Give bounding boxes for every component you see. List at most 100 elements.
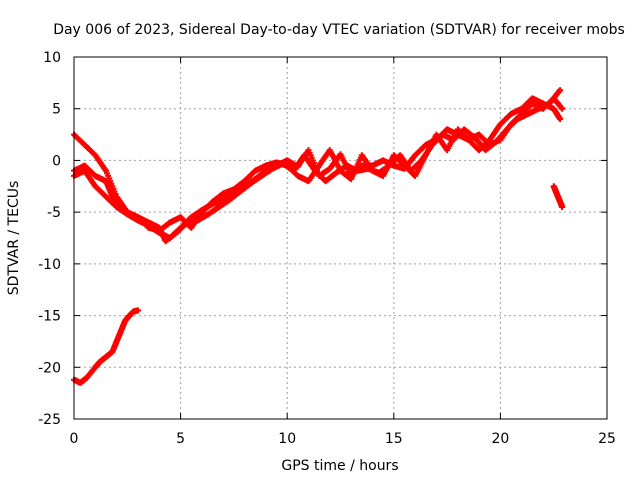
data-point <box>558 117 562 121</box>
data-point <box>488 138 491 141</box>
y-tick-label: -10 <box>38 257 61 273</box>
data-point <box>381 159 385 162</box>
data-point <box>556 195 560 198</box>
data-point <box>111 350 114 353</box>
series-track-e <box>550 183 566 210</box>
data-point <box>83 143 86 147</box>
data-point <box>104 179 108 183</box>
data-point <box>349 177 353 181</box>
data-point <box>249 181 253 185</box>
x-axis-label: GPS time / hours <box>281 458 398 474</box>
data-point <box>494 140 498 144</box>
data-point <box>360 154 364 157</box>
data-point <box>115 340 118 343</box>
data-point <box>175 231 178 235</box>
data-point <box>281 162 285 165</box>
data-point <box>398 154 402 157</box>
data-point <box>196 219 199 222</box>
data-points <box>71 87 566 386</box>
data-point <box>424 143 427 147</box>
data-point <box>473 136 477 139</box>
data-point <box>335 171 338 175</box>
grid <box>74 57 607 419</box>
data-point <box>307 179 310 183</box>
data-point <box>558 88 562 92</box>
y-tick-label: 0 <box>52 153 61 169</box>
data-point <box>217 205 221 209</box>
data-point <box>104 195 108 198</box>
data-point <box>222 192 225 195</box>
y-tick-label: 10 <box>43 50 61 66</box>
x-tick-label: 5 <box>176 431 185 447</box>
y-axis-label: SDTVAR / TECUs <box>6 181 22 296</box>
data-point <box>94 154 97 157</box>
data-point <box>207 213 210 216</box>
data-point <box>83 169 86 172</box>
data-point <box>286 159 289 162</box>
series-track-d <box>71 307 141 386</box>
data-point <box>296 174 300 178</box>
data-point <box>136 309 140 312</box>
x-tick-label: 10 <box>278 431 296 447</box>
data-point <box>85 376 88 379</box>
data-point <box>271 167 274 170</box>
data-point <box>190 226 193 229</box>
x-tick-label: 0 <box>70 431 79 447</box>
data-point <box>104 169 108 172</box>
data-point <box>211 200 214 203</box>
data-point <box>328 148 332 152</box>
data-point <box>561 107 564 110</box>
data-point <box>526 112 530 116</box>
data-point <box>462 128 466 131</box>
data-point <box>381 174 385 178</box>
data-point <box>531 102 534 105</box>
data-point <box>132 310 135 313</box>
data-point <box>243 179 246 183</box>
data-point <box>313 169 317 172</box>
data-point <box>505 128 508 131</box>
data-point <box>94 185 97 188</box>
data-point <box>377 171 381 175</box>
data-point <box>190 216 193 219</box>
data-point <box>367 167 370 170</box>
data-point <box>413 154 417 157</box>
data-point <box>467 138 470 141</box>
tick-labels: 0 5 10 15 20 25 -25 -20 -15 -10 -5 0 5 10 <box>38 50 616 447</box>
chart-title: Day 006 of 2023, Sidereal Day-to-day VTE… <box>53 22 625 38</box>
data-point <box>126 210 129 214</box>
data-point <box>345 164 349 167</box>
data-point <box>339 153 342 156</box>
data-point <box>409 169 413 172</box>
data-point <box>516 117 519 121</box>
data-point <box>168 221 172 224</box>
data-point <box>388 164 391 167</box>
data-point <box>115 205 118 209</box>
data-point <box>452 138 455 141</box>
data-point <box>158 226 161 229</box>
data-point <box>445 148 449 152</box>
data-point <box>136 216 140 219</box>
y-tick-label: -20 <box>38 360 61 376</box>
data-point <box>83 164 86 167</box>
y-tick-label: -15 <box>38 309 61 325</box>
data-point <box>123 319 127 322</box>
data-point <box>104 355 108 359</box>
x-tick-label: 15 <box>385 431 403 447</box>
data-point <box>94 174 97 178</box>
data-point <box>292 169 295 172</box>
data-point <box>520 107 523 110</box>
data-point <box>509 112 513 116</box>
data-point <box>128 314 131 317</box>
marker-path <box>71 307 141 386</box>
data-point <box>79 381 82 384</box>
data-point <box>317 164 321 167</box>
data-point <box>552 185 555 188</box>
data-point <box>303 154 306 157</box>
data-point <box>228 198 231 201</box>
data-point <box>548 102 551 105</box>
data-point <box>477 133 481 136</box>
data-point <box>264 164 268 167</box>
data-point <box>232 188 236 191</box>
data-point <box>147 221 150 224</box>
